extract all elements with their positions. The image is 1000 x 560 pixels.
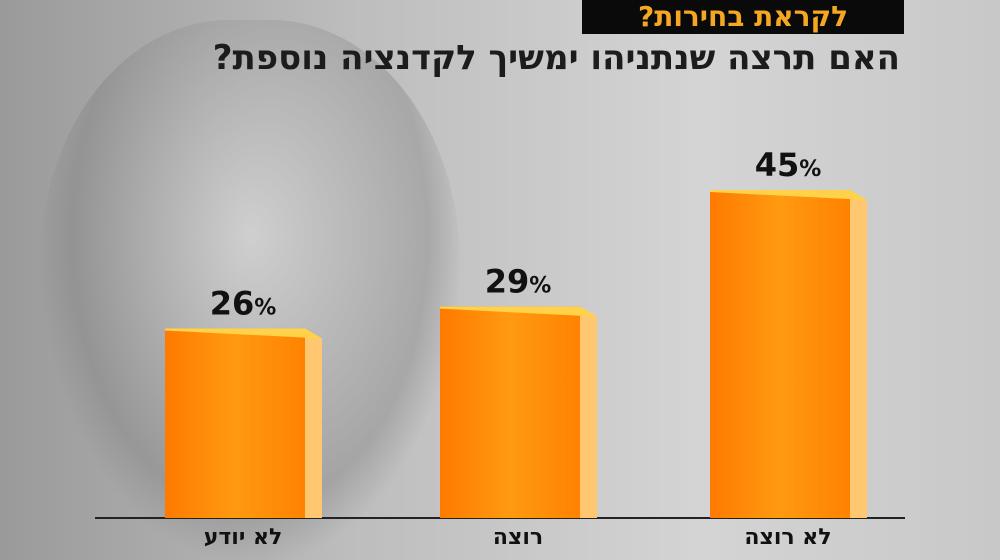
- bar-top: [710, 190, 867, 200]
- value-label: 26%: [210, 284, 277, 322]
- value-label: 29%: [485, 263, 552, 301]
- chart-subtitle: האם תרצה שנתניהו ימשיך לקדנציה נוספת?: [212, 38, 900, 78]
- bar: [165, 328, 305, 518]
- value-label: 45%: [755, 146, 822, 184]
- bar-top: [440, 306, 597, 317]
- bar-side: [850, 190, 867, 518]
- category-label: לא יודע: [204, 525, 283, 550]
- bar: [440, 306, 580, 518]
- chart-title-banner: לקראת בחירות?: [582, 0, 904, 34]
- category-label: רוצה: [493, 525, 543, 550]
- bar-side: [305, 328, 322, 518]
- category-label: לא רוצה: [744, 525, 831, 550]
- bar-side: [580, 306, 597, 518]
- bar-top: [165, 328, 322, 339]
- bar: [710, 190, 850, 518]
